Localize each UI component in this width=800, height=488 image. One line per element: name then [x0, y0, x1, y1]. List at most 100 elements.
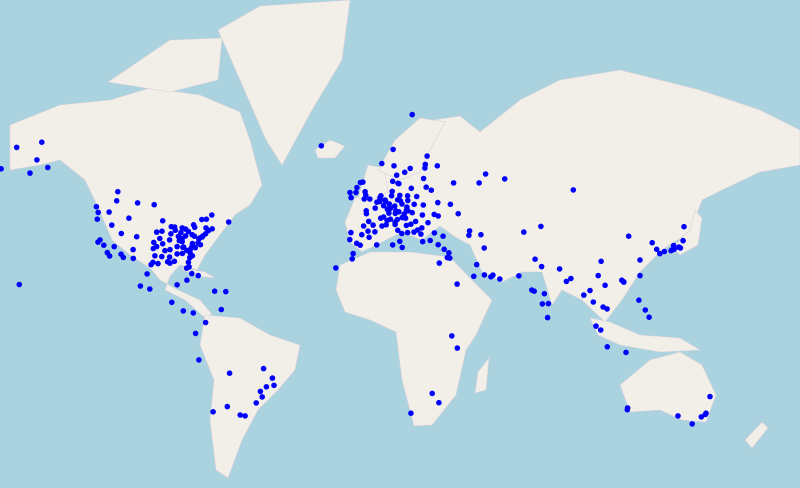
map-marker[interactable] [497, 276, 503, 282]
map-marker[interactable] [39, 139, 45, 145]
map-marker[interactable] [147, 286, 153, 292]
map-marker[interactable] [689, 421, 695, 427]
map-marker[interactable] [396, 180, 402, 187]
map-marker[interactable] [184, 277, 190, 284]
map-marker[interactable] [395, 227, 401, 234]
map-marker[interactable] [174, 282, 180, 288]
map-marker[interactable] [399, 230, 405, 237]
map-marker[interactable] [407, 165, 414, 172]
map-marker[interactable] [178, 229, 184, 236]
map-marker[interactable] [130, 246, 136, 253]
map-marker[interactable] [370, 222, 376, 228]
map-marker[interactable] [590, 299, 597, 305]
map-marker[interactable] [237, 412, 243, 418]
map-marker[interactable] [642, 307, 649, 313]
map-marker[interactable] [405, 197, 411, 204]
map-marker[interactable] [271, 382, 277, 389]
map-marker[interactable] [350, 250, 356, 257]
map-marker[interactable] [130, 255, 137, 262]
map-marker[interactable] [115, 188, 121, 195]
map-marker[interactable] [476, 180, 482, 186]
map-marker[interactable] [45, 164, 51, 171]
map-marker[interactable] [425, 219, 431, 226]
map-marker[interactable] [481, 245, 488, 251]
map-marker[interactable] [466, 228, 473, 234]
map-marker[interactable] [418, 231, 424, 237]
map-marker[interactable] [411, 229, 417, 235]
map-marker[interactable] [404, 229, 411, 236]
map-marker[interactable] [180, 308, 187, 314]
map-marker[interactable] [600, 304, 606, 310]
map-marker[interactable] [661, 248, 668, 255]
map-marker[interactable] [0, 166, 4, 172]
map-marker[interactable] [390, 146, 396, 153]
map-marker[interactable] [428, 187, 435, 193]
map-marker[interactable] [184, 247, 190, 254]
map-marker[interactable] [359, 231, 365, 238]
map-marker[interactable] [431, 230, 438, 236]
map-marker[interactable] [189, 270, 195, 277]
map-marker[interactable] [225, 219, 232, 225]
map-marker[interactable] [169, 299, 175, 306]
map-marker[interactable] [625, 233, 632, 239]
map-marker[interactable] [360, 223, 367, 229]
map-marker[interactable] [602, 282, 608, 289]
map-marker[interactable] [389, 188, 396, 195]
map-marker[interactable] [531, 288, 537, 295]
map-marker[interactable] [153, 229, 160, 235]
map-marker[interactable] [189, 244, 195, 250]
map-marker[interactable] [454, 281, 460, 287]
map-marker[interactable] [318, 143, 325, 149]
map-marker[interactable] [516, 273, 522, 279]
map-marker[interactable] [347, 189, 353, 196]
map-marker[interactable] [106, 253, 113, 259]
map-marker[interactable] [411, 201, 418, 208]
map-marker[interactable] [646, 314, 652, 321]
map-marker[interactable] [466, 232, 472, 239]
map-marker[interactable] [392, 210, 399, 217]
map-marker[interactable] [446, 250, 452, 256]
map-marker[interactable] [429, 390, 436, 397]
map-marker[interactable] [187, 254, 193, 261]
map-marker[interactable] [423, 184, 430, 190]
map-marker[interactable] [419, 238, 426, 245]
map-marker[interactable] [349, 256, 356, 262]
map-marker[interactable] [111, 243, 117, 250]
map-marker[interactable] [361, 196, 368, 202]
map-marker[interactable] [357, 179, 364, 186]
map-marker[interactable] [347, 236, 353, 243]
map-marker[interactable] [545, 300, 552, 307]
map-marker[interactable] [419, 225, 425, 231]
map-marker[interactable] [435, 213, 442, 219]
map-marker[interactable] [538, 263, 545, 270]
map-marker[interactable] [388, 193, 395, 199]
map-marker[interactable] [623, 349, 629, 356]
map-marker[interactable] [397, 238, 403, 245]
map-marker[interactable] [541, 290, 548, 297]
map-marker[interactable] [539, 301, 546, 307]
map-marker[interactable] [226, 370, 233, 377]
map-marker[interactable] [199, 234, 205, 240]
map-marker[interactable] [409, 111, 416, 118]
map-marker[interactable] [151, 239, 157, 246]
map-marker[interactable] [168, 223, 175, 230]
map-marker[interactable] [27, 170, 33, 176]
map-marker[interactable] [501, 176, 508, 182]
map-marker[interactable] [374, 199, 380, 205]
map-marker[interactable] [157, 235, 163, 242]
map-marker[interactable] [164, 259, 171, 265]
map-marker[interactable] [348, 229, 354, 236]
map-marker[interactable] [397, 192, 403, 199]
map-marker[interactable] [412, 218, 419, 225]
map-marker[interactable] [408, 221, 414, 227]
map-marker[interactable] [382, 197, 388, 203]
map-marker[interactable] [242, 413, 248, 419]
map-marker[interactable] [478, 231, 484, 238]
map-marker[interactable] [394, 216, 401, 223]
map-marker[interactable] [707, 393, 713, 400]
map-marker[interactable] [401, 211, 408, 217]
map-marker[interactable] [133, 233, 140, 240]
map-marker[interactable] [481, 272, 488, 278]
map-marker[interactable] [353, 189, 359, 196]
map-marker[interactable] [218, 306, 225, 313]
